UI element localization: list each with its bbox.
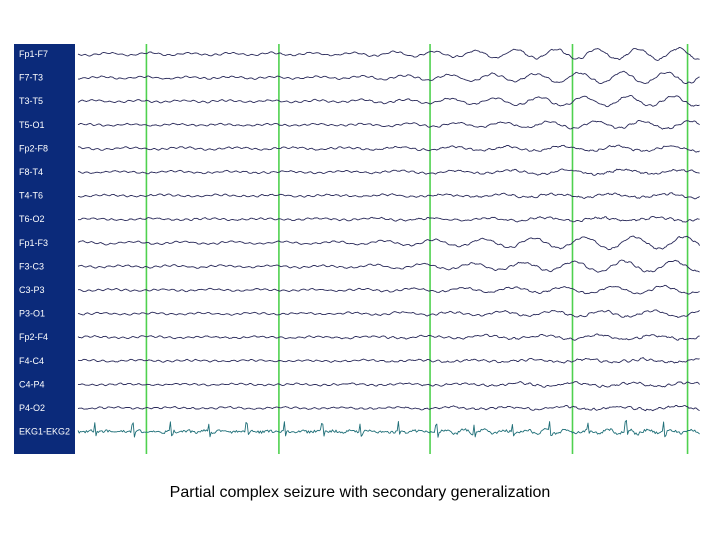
channel-label-f4-c4: F4-C4 xyxy=(19,356,44,366)
channel-label-c4-p4: C4-P4 xyxy=(19,379,45,389)
trace-f4-c4 xyxy=(77,357,700,364)
trace-ekg1-ekg2 xyxy=(77,419,700,438)
channel-label-fp1-f7: Fp1-F7 xyxy=(19,49,48,59)
channel-label-bar xyxy=(14,44,75,454)
trace-t4-t6 xyxy=(77,192,700,200)
channel-label-t6-o2: T6-O2 xyxy=(19,214,45,224)
channel-label-t3-t5: T3-T5 xyxy=(19,96,43,106)
trace-t5-o1 xyxy=(77,119,700,130)
trace-t3-t5 xyxy=(77,95,700,108)
channel-label-t4-t6: T4-T6 xyxy=(19,191,43,201)
trace-c4-p4 xyxy=(77,381,700,388)
channel-label-f8-t4: F8-T4 xyxy=(19,167,43,177)
channel-label-p4-o2: P4-O2 xyxy=(19,403,45,413)
channel-label-c3-p3: C3-P3 xyxy=(19,285,45,295)
trace-fp2-f8 xyxy=(78,144,700,153)
trace-c3-p3 xyxy=(77,284,700,295)
trace-f8-t4 xyxy=(77,168,700,176)
trace-fp1-f7 xyxy=(77,47,700,61)
channel-label-f3-c3: F3-C3 xyxy=(19,261,44,271)
eeg-panel: Fp1-F7 F7-T3 T3-T5 T5-O1 Fp2-F8 F8-T4 T4-T6 T6-… xyxy=(14,44,702,454)
channel-label-fp2-f8: Fp2-F8 xyxy=(19,143,48,153)
trace-f7-t3 xyxy=(77,70,700,85)
channel-label-fp2-f4: Fp2-F4 xyxy=(19,332,48,342)
trace-fp1-f3 xyxy=(77,235,700,251)
channel-label-fp1-f3: Fp1-F3 xyxy=(19,238,48,248)
channel-label-f7-t3: F7-T3 xyxy=(19,73,43,83)
trace-p4-o2 xyxy=(77,404,700,412)
channel-label-ekg1-ekg2: EKG1-EKG2 xyxy=(19,427,70,437)
trace-f3-c3 xyxy=(77,259,700,273)
figure-caption: Partial complex seizure with secondary g… xyxy=(169,484,551,501)
time-markers xyxy=(145,44,689,454)
channel-labels: Fp1-F7 F7-T3 T3-T5 T5-O1 Fp2-F8 F8-T4 T4-T6 T6-… xyxy=(19,49,70,437)
trace-fp2-f4 xyxy=(77,333,700,341)
channel-label-t5-o1: T5-O1 xyxy=(19,120,45,130)
eeg-traces-svg: Fp1-F7 F7-T3 T3-T5 T5-O1 Fp2-F8 F8-T4 T4-T6 T6-… xyxy=(14,44,700,454)
channel-label-p3-o1: P3-O1 xyxy=(19,309,45,319)
trace-t6-o2 xyxy=(78,215,700,223)
trace-p3-o1 xyxy=(77,309,700,318)
eeg-trace-group xyxy=(77,47,700,438)
